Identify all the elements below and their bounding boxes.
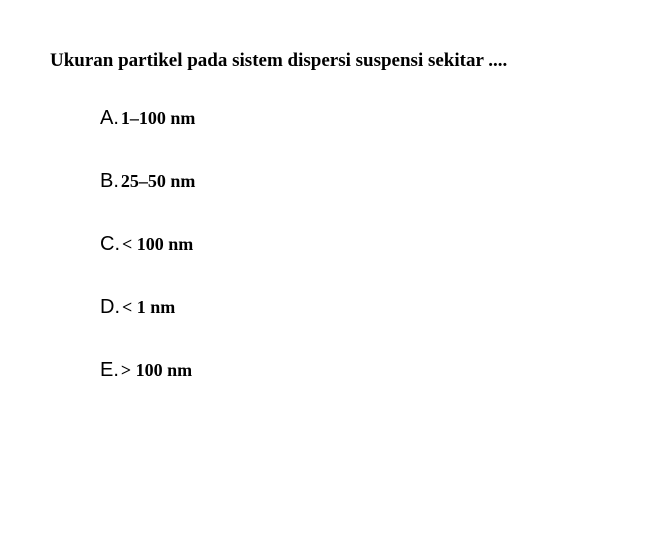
option-text: 25–50 nm (121, 171, 196, 192)
option-c: C. < 100 nm (100, 233, 616, 256)
option-e: E. > 100 nm (100, 359, 616, 382)
option-letter: A. (100, 107, 119, 130)
option-text: 1–100 nm (121, 108, 196, 129)
option-letter: B. (100, 170, 119, 193)
option-text: > 100 nm (121, 360, 192, 381)
question-text: Ukuran partikel pada sistem dispersi sus… (50, 50, 616, 72)
options-container: A. 1–100 nm B. 25–50 nm C. < 100 nm D. <… (50, 107, 616, 382)
option-a: A. 1–100 nm (100, 107, 616, 130)
option-text: < 1 nm (122, 297, 175, 318)
option-text: < 100 nm (122, 234, 193, 255)
option-letter: E. (100, 359, 119, 382)
option-d: D. < 1 nm (100, 296, 616, 319)
option-letter: C. (100, 233, 120, 256)
option-letter: D. (100, 296, 120, 319)
option-b: B. 25–50 nm (100, 170, 616, 193)
